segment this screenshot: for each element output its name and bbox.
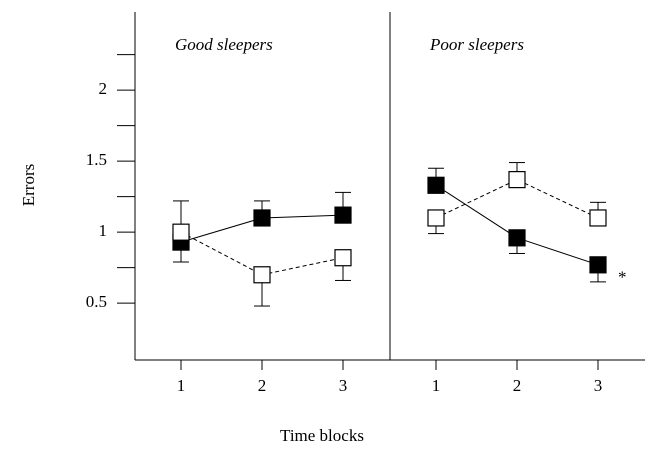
x-tick-label: 1 [177,376,186,395]
marker [253,266,271,284]
marker [253,209,271,227]
marker [589,256,607,274]
y-axis-label: Errors [19,164,38,206]
x-tick-label: 2 [513,376,522,395]
marker [589,209,607,227]
series-line [435,179,599,219]
x-tick-label: 3 [339,376,348,395]
x-tick-label: 1 [432,376,441,395]
annotation: * [618,268,627,287]
y-tick-label: 1 [99,221,108,240]
marker [427,209,445,227]
x-tick-label: 3 [594,376,603,395]
marker [508,171,526,189]
marker [334,206,352,224]
panel-title: Poor sleepers [429,35,524,54]
marker [334,249,352,267]
y-tick-label: 0.5 [86,292,107,311]
panel-title: Good sleepers [175,35,273,54]
marker [172,223,190,241]
marker [427,176,445,194]
marker [508,229,526,247]
x-axis-label: Time blocks [280,426,364,445]
y-tick-label: 2 [99,79,108,98]
x-tick-label: 2 [258,376,267,395]
y-tick-label: 1.5 [86,150,107,169]
